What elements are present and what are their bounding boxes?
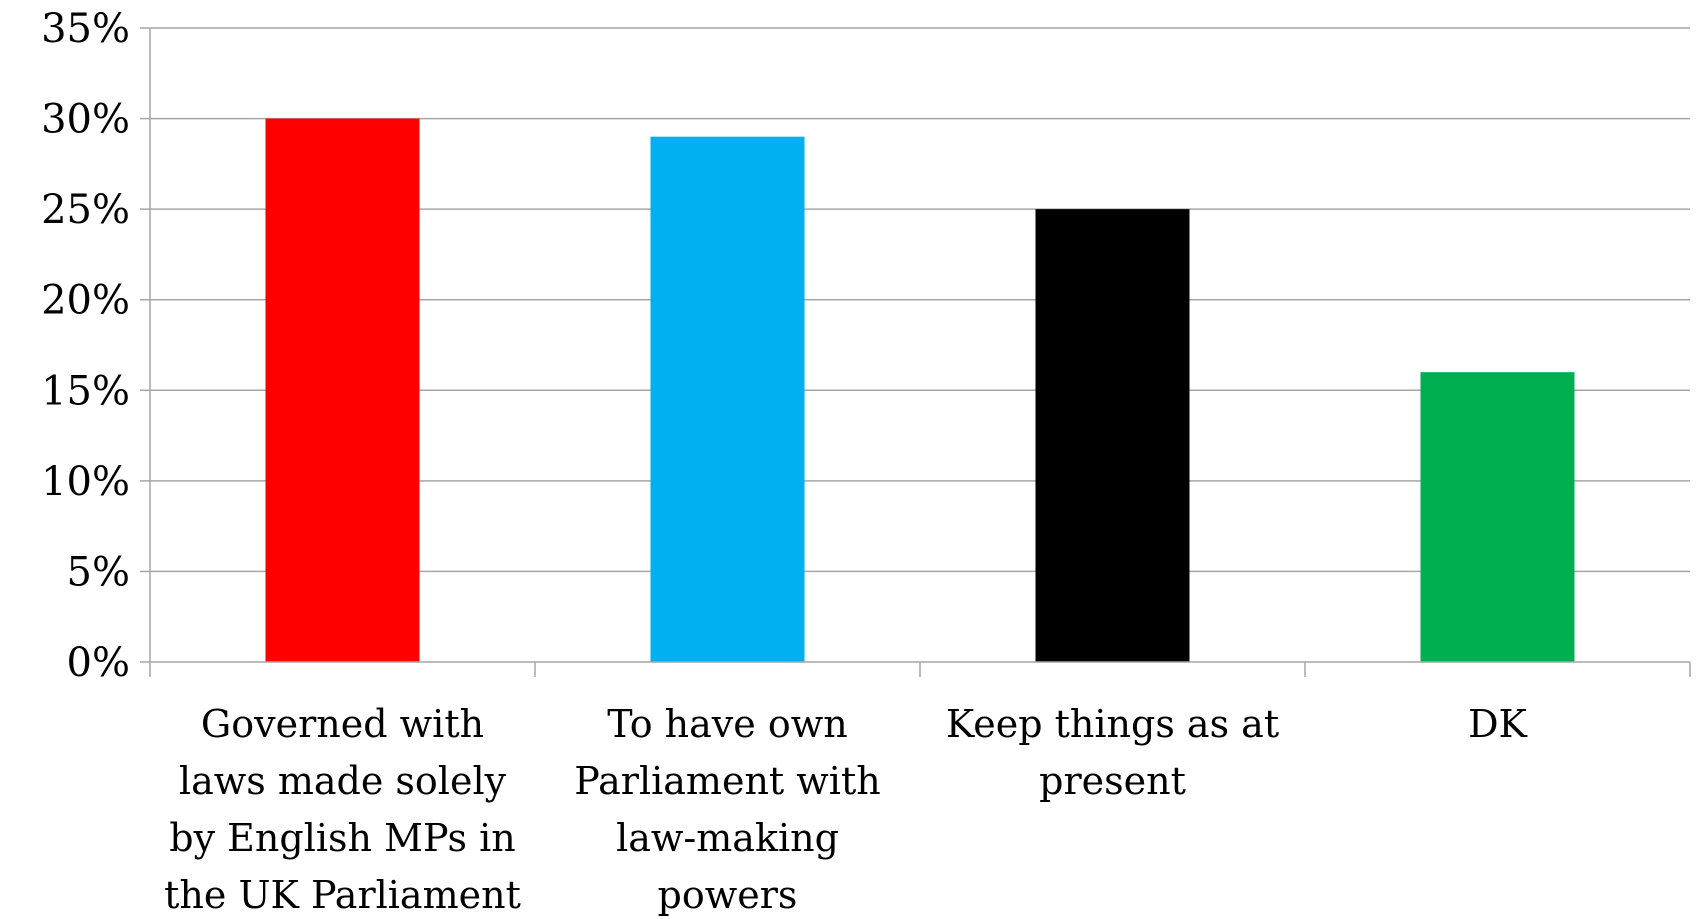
x-category-label: by English MPs in — [169, 816, 515, 860]
y-tick-label: 35% — [41, 6, 130, 52]
y-tick-label: 5% — [67, 549, 130, 595]
bar — [650, 136, 805, 662]
x-category-label: present — [1039, 759, 1186, 803]
x-category-label: the UK Parliament — [164, 873, 521, 917]
axes — [140, 27, 1691, 677]
x-category-label: Keep things as at — [946, 702, 1279, 746]
y-tick-label: 10% — [41, 459, 130, 505]
y-tick-label: 30% — [41, 97, 130, 143]
x-category-label: powers — [658, 873, 798, 917]
x-category-label: law-making — [616, 816, 839, 860]
bar — [265, 118, 420, 663]
y-tick-labels: 0% 5% 10% 15% 20% 25% 30% 35% — [41, 6, 130, 686]
x-category-label: Governed with — [201, 702, 484, 746]
y-tick-label: 25% — [41, 187, 130, 233]
y-tick-label: 15% — [41, 368, 130, 414]
y-tick-label: 0% — [67, 640, 130, 686]
x-category-label: laws made solely — [179, 759, 507, 803]
x-category-label: To have own — [607, 702, 847, 746]
x-category-label: Parliament with — [574, 759, 880, 803]
bars — [265, 118, 1575, 663]
x-category-label: DK — [1468, 702, 1527, 746]
x-category-labels: Governed with laws made solely by English … — [164, 702, 1527, 917]
bar — [1035, 209, 1190, 662]
bar — [1420, 372, 1575, 662]
y-tick-label: 20% — [41, 278, 130, 324]
